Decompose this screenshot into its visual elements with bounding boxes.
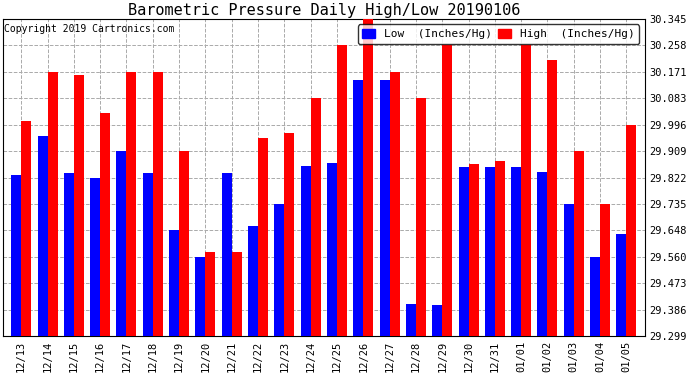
Bar <box>206 252 215 336</box>
Bar <box>232 252 241 336</box>
Bar <box>100 113 110 336</box>
Bar <box>64 173 74 336</box>
Bar <box>511 166 521 336</box>
Bar <box>485 167 495 336</box>
Bar <box>74 75 83 336</box>
Bar <box>179 151 189 336</box>
Bar <box>301 166 310 336</box>
Bar <box>416 98 426 336</box>
Bar <box>37 136 48 336</box>
Bar <box>390 72 400 336</box>
Bar <box>459 166 469 336</box>
Bar <box>152 72 163 336</box>
Bar <box>258 138 268 336</box>
Bar <box>564 204 574 336</box>
Bar <box>442 45 452 336</box>
Bar <box>248 226 258 336</box>
Bar <box>337 45 347 336</box>
Bar <box>353 80 364 336</box>
Bar <box>590 257 600 336</box>
Bar <box>432 306 442 336</box>
Bar <box>284 133 295 336</box>
Bar <box>574 151 584 336</box>
Bar <box>169 230 179 336</box>
Bar <box>495 162 505 336</box>
Title: Barometric Pressure Daily High/Low 20190106: Barometric Pressure Daily High/Low 20190… <box>128 3 520 18</box>
Bar <box>521 45 531 336</box>
Bar <box>90 177 100 336</box>
Bar <box>143 173 152 336</box>
Bar <box>627 125 636 336</box>
Bar <box>406 304 416 336</box>
Bar <box>221 173 232 336</box>
Text: Copyright 2019 Cartronics.com: Copyright 2019 Cartronics.com <box>4 24 175 34</box>
Bar <box>380 80 390 336</box>
Bar <box>275 204 284 336</box>
Bar <box>538 172 547 336</box>
Bar <box>547 60 558 336</box>
Bar <box>327 163 337 336</box>
Bar <box>117 151 126 336</box>
Bar <box>469 165 479 336</box>
Bar <box>616 234 627 336</box>
Bar <box>126 72 137 336</box>
Bar <box>195 257 206 336</box>
Bar <box>310 98 321 336</box>
Bar <box>48 72 57 336</box>
Legend: Low  (Inches/Hg), High  (Inches/Hg): Low (Inches/Hg), High (Inches/Hg) <box>357 24 640 44</box>
Bar <box>364 19 373 336</box>
Bar <box>21 121 31 336</box>
Bar <box>11 175 21 336</box>
Bar <box>600 204 610 336</box>
